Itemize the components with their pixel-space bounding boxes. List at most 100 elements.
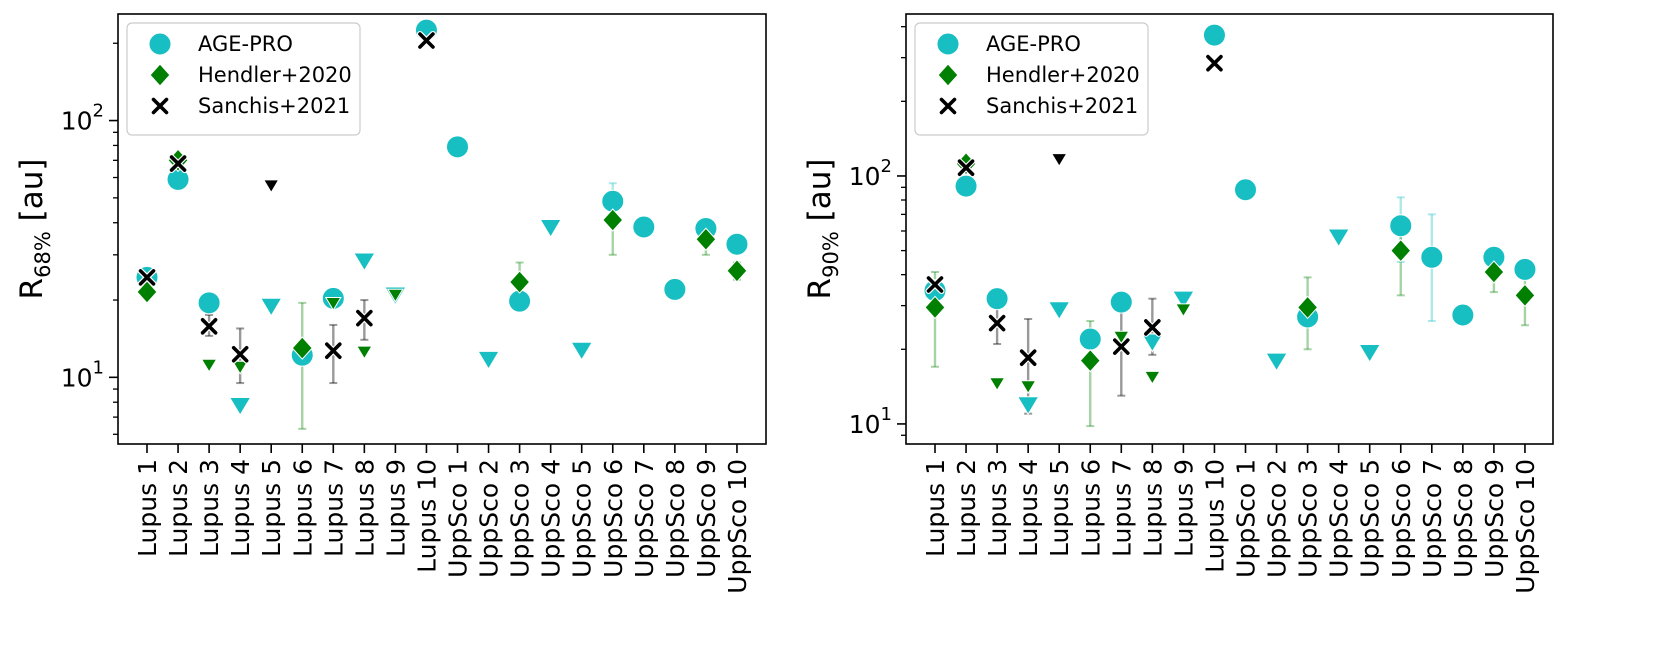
data-point (1078, 327, 1102, 351)
error-bars (931, 196, 1529, 428)
data-point (323, 341, 343, 361)
series-hendler-2020 (136, 148, 748, 375)
y-tick-label: 102 (61, 101, 104, 136)
x-tick-label: UppSco 10 (723, 459, 752, 594)
legend-marker (937, 63, 959, 87)
upper-limit-marker (1047, 301, 1071, 321)
data-point (1390, 238, 1412, 263)
x-tick-label: Lupus 1 (921, 459, 950, 557)
data-point (987, 313, 1007, 333)
data-point (509, 270, 531, 294)
y-minor-ticks (113, 42, 118, 435)
upper-limit-marker (1265, 352, 1288, 372)
y-minor-ticks (901, 26, 906, 436)
x-tick-label: Lupus 1 (133, 459, 162, 557)
data-point (954, 174, 978, 198)
legend-label: Sanchis+2021 (986, 94, 1138, 118)
series-hendler-2020 (924, 152, 1536, 395)
data-point (168, 154, 188, 174)
upper-limit-marker (1112, 330, 1130, 345)
x-tick-label: Lupus 3 (195, 459, 224, 557)
data-point (1142, 317, 1162, 337)
x-tick-label: Lupus 7 (319, 459, 348, 557)
data-point (726, 259, 748, 283)
x-tick-label: Lupus 6 (1076, 459, 1105, 557)
x-tick-label: UppSco 9 (1480, 459, 1509, 578)
legend: AGE-PRO Hendler+2020 Sanchis+2021 (914, 22, 1149, 136)
legend-label: Hendler+2020 (198, 63, 352, 87)
upper-limit-marker (570, 341, 594, 361)
data-point (446, 135, 469, 159)
data-point (291, 336, 313, 360)
data-point (1451, 303, 1475, 327)
data-point (1109, 290, 1133, 314)
x-tick-label: UppSco 2 (475, 459, 504, 578)
data-point (1079, 348, 1101, 373)
x-tick-label: UppSco 9 (692, 459, 721, 578)
data-point (1018, 348, 1038, 368)
x-tick-label: Lupus 9 (1169, 459, 1198, 557)
data-point (1514, 283, 1536, 308)
legend: AGE-PRO Hendler+2020 Sanchis+2021 (126, 22, 361, 136)
x-tick-label: Lupus 9 (381, 459, 410, 557)
upper-limit-marker (988, 377, 1006, 392)
x-tick-label: Lupus 2 (952, 459, 981, 557)
series-sanchis-2021 (925, 53, 1224, 368)
data-point (416, 31, 436, 51)
x-tick-label: UppSco 8 (661, 459, 690, 578)
legend-marker (938, 96, 958, 116)
x-tick-label: UppSco 6 (1387, 459, 1416, 578)
upper-limit-marker (324, 296, 342, 311)
upper-limit-marker (1050, 153, 1068, 168)
upper-limit-marker (231, 360, 249, 375)
upper-limit-marker (228, 396, 252, 416)
data-point (197, 291, 221, 315)
legend-marker (936, 32, 960, 56)
upper-limit-marker (1172, 290, 1195, 310)
upper-limit-marker (1016, 396, 1040, 416)
data-point (925, 275, 945, 295)
x-tick-label: UppSco 4 (537, 459, 566, 578)
x-tick-label: UppSco 6 (599, 459, 628, 578)
x-tick-label: Lupus 4 (226, 459, 255, 557)
data-point (695, 227, 717, 251)
data-point (1202, 23, 1226, 47)
upper-limit-marker (1019, 380, 1037, 395)
x-tick-label: UppSco 5 (1356, 459, 1385, 578)
data-point (1234, 178, 1257, 202)
x-tick-label: UppSco 7 (630, 459, 659, 578)
legend-marker (148, 32, 172, 56)
upper-limit-marker (1140, 333, 1164, 353)
x-tick-label: Lupus 8 (350, 459, 379, 557)
x-tick-label: Lupus 10 (1200, 459, 1229, 573)
data-point (1297, 295, 1319, 320)
data-point (1204, 53, 1224, 73)
data-point (663, 277, 687, 301)
data-point (1389, 214, 1413, 238)
x-tick-label: Lupus 2 (164, 459, 193, 557)
x-tick-label: Lupus 7 (1107, 459, 1136, 557)
x-tick-label: UppSco 1 (1232, 459, 1261, 578)
x-tick-label: Lupus 3 (983, 459, 1012, 557)
data-point (1111, 337, 1131, 357)
data-point (1483, 260, 1505, 284)
data-point (956, 158, 976, 178)
data-point (137, 267, 157, 287)
upper-limit-marker (1327, 228, 1351, 248)
upper-limit-marker (262, 179, 280, 194)
x-tick-label: UppSco 8 (1449, 459, 1478, 578)
upper-limit-marker (1143, 370, 1161, 385)
x-tick-label: Lupus 8 (1138, 459, 1167, 557)
data-point (199, 316, 219, 336)
data-point (924, 295, 946, 320)
x-tick-label: UppSco 4 (1325, 459, 1354, 578)
x-tick-label: Lupus 5 (257, 459, 286, 557)
data-point (725, 232, 749, 256)
upper-limit-marker (477, 350, 500, 370)
upper-limit-marker (1175, 303, 1192, 318)
legend-box (914, 22, 1149, 136)
data-point (632, 215, 656, 239)
x-tick-label: UppSco 7 (1418, 459, 1447, 578)
